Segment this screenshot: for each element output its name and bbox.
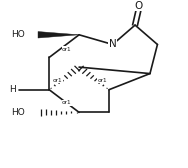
Text: or1: or1 — [62, 47, 72, 52]
Text: O: O — [135, 1, 143, 11]
Text: HO: HO — [11, 108, 25, 117]
Text: HO: HO — [11, 30, 25, 39]
Polygon shape — [38, 32, 79, 38]
Text: or1: or1 — [62, 100, 72, 105]
Text: or1: or1 — [53, 78, 63, 82]
Text: N: N — [109, 39, 117, 50]
Text: H: H — [9, 85, 16, 94]
Text: or1: or1 — [98, 78, 107, 82]
